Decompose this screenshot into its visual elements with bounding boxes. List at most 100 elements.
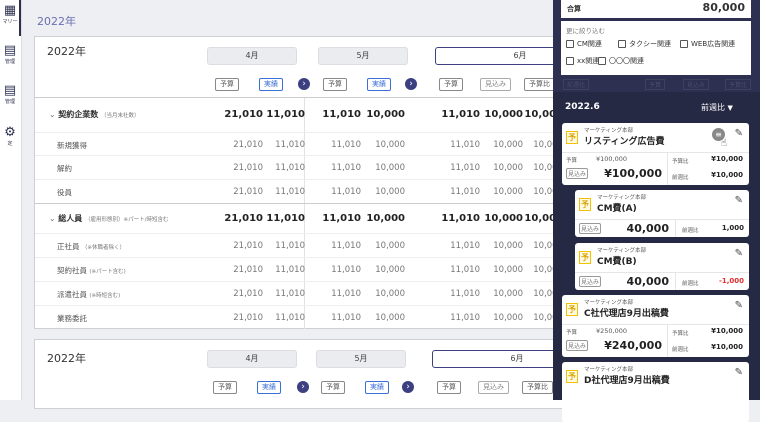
forecast-value: ¥100,000 bbox=[604, 167, 662, 180]
card-department: マーケティング本部 bbox=[584, 300, 634, 306]
weekly-label: 前週比 bbox=[682, 228, 699, 234]
checkbox[interactable] bbox=[566, 40, 574, 48]
cell-value: 11,010 bbox=[441, 213, 480, 224]
chevron-right-icon[interactable]: › bbox=[297, 381, 309, 393]
cell-value: 21,010 bbox=[233, 289, 263, 299]
card-title: C社代理店9月出稿費 bbox=[584, 309, 669, 319]
badge-budget[interactable]: 予算 bbox=[321, 381, 345, 394]
badge-budget[interactable]: 予算 bbox=[213, 381, 237, 394]
divider bbox=[675, 272, 676, 290]
badge-budget[interactable]: 予算 bbox=[437, 381, 461, 394]
month-tab-april[interactable]: 4月 bbox=[207, 350, 297, 368]
sidebar-item-label: 管理 bbox=[4, 99, 15, 105]
chevron-down-icon[interactable]: ⌄ bbox=[49, 110, 59, 119]
chevron-right-icon[interactable]: › bbox=[298, 78, 310, 90]
table-year: 2022年 bbox=[47, 352, 86, 365]
filter-taxi[interactable]: タクシー関連 bbox=[618, 39, 671, 49]
filter-xx[interactable]: xx関連 bbox=[566, 56, 599, 66]
forecast-value: 40,000 bbox=[626, 275, 669, 288]
expense-card[interactable]: 予 マーケティング本部 リスティング広告費 ✎ ≡ ☝ 予算 ¥100,000 見込… bbox=[562, 123, 749, 185]
cell-value: 11,010 bbox=[331, 139, 361, 150]
filter-label: WEB広告関連 bbox=[691, 40, 736, 48]
divider bbox=[562, 324, 749, 325]
divider bbox=[667, 324, 668, 357]
badge-budget-ratio[interactable]: 予算比 bbox=[524, 78, 555, 91]
cell-value: 10,000 bbox=[375, 265, 405, 275]
sidebar-item-manage-1[interactable]: ▤ 管理 bbox=[0, 44, 20, 66]
expense-card[interactable]: 予 マーケティング本部 CM費(A) ✎ 見込み 40,000 前週比 1,00… bbox=[575, 190, 749, 237]
budget-badge-icon: 予 bbox=[566, 131, 578, 144]
chevron-right-icon[interactable]: › bbox=[405, 78, 417, 90]
badge-budget-ratio[interactable]: 予算比 bbox=[522, 381, 553, 394]
hand-cursor-icon: ☝ bbox=[720, 138, 727, 149]
month-tab-april[interactable]: 4月 bbox=[207, 47, 297, 65]
weekly-value: -1,000 bbox=[718, 277, 744, 285]
expense-card[interactable]: 予 マーケティング本部 D社代理店9月出稿費 ✎ bbox=[562, 362, 749, 422]
card-title: D社代理店9月出稿費 bbox=[584, 376, 670, 386]
cell-value: 21,010 bbox=[233, 313, 263, 323]
table-year: 2022年 bbox=[47, 45, 86, 58]
detail-icon[interactable]: ≡ bbox=[712, 128, 725, 141]
forecast-badge: 見込み bbox=[566, 168, 589, 179]
table-row[interactable]: ⌄ 総人員 （雇用形態別）※パート/時短含む 21,010 11,010 11,010… bbox=[35, 203, 565, 233]
badge-actual[interactable]: 実績 bbox=[367, 78, 391, 91]
expense-card[interactable]: 予 マーケティング本部 C社代理店9月出稿費 ✎ 予算 ¥250,000 見込み… bbox=[562, 295, 749, 357]
badge-actual[interactable]: 実績 bbox=[365, 381, 389, 394]
badge-actual[interactable]: 実績 bbox=[259, 78, 283, 91]
row-label-text: 役員 bbox=[57, 188, 72, 197]
badge-budget[interactable]: 予算 bbox=[439, 78, 463, 91]
budget-badge-icon: 予 bbox=[566, 370, 578, 383]
ghost-label: 予算比 bbox=[725, 79, 752, 90]
filter-label: 〇〇〇関連 bbox=[609, 57, 644, 65]
edit-icon[interactable]: ✎ bbox=[734, 248, 743, 259]
badge-forecast[interactable]: 見込み bbox=[480, 78, 511, 91]
cell-value: 21,010 bbox=[233, 139, 263, 150]
badge-budget[interactable]: 予算 bbox=[323, 78, 347, 91]
card-department: マーケティング本部 bbox=[597, 248, 647, 254]
row-note: （当月末社数） bbox=[101, 113, 140, 119]
checkbox[interactable] bbox=[566, 57, 574, 65]
caret-down-icon: ▼ bbox=[727, 104, 733, 112]
cell-value: 10,000 bbox=[484, 109, 523, 120]
filter-web[interactable]: WEB広告関連 bbox=[680, 39, 735, 49]
edit-icon[interactable]: ✎ bbox=[734, 195, 743, 206]
badge-forecast[interactable]: 見込み bbox=[478, 381, 509, 394]
divider bbox=[675, 219, 676, 237]
filter-title: 更に絞り込む bbox=[566, 27, 605, 35]
forecast-badge: 見込み bbox=[579, 276, 602, 287]
month-tab-may[interactable]: 5月 bbox=[318, 47, 408, 65]
filter-other[interactable]: 〇〇〇関連 bbox=[598, 56, 644, 66]
sidebar-item-settings[interactable]: ⚙ 定 bbox=[0, 126, 20, 148]
sidebar-item-manage-2[interactable]: ▤ 管理 bbox=[0, 83, 20, 106]
edit-icon[interactable]: ✎ bbox=[734, 367, 743, 378]
total-box: 合算 80,000 bbox=[561, 0, 751, 18]
weekly-label: 前週比 bbox=[672, 175, 689, 181]
sidebar-item-summary[interactable]: ▦ マリー bbox=[0, 4, 20, 26]
ratio-label: 予算比 bbox=[672, 159, 689, 165]
table-row[interactable]: ⌄ 契約企業数 （当月末社数） 21,010 11,010 11,010 10,000 1… bbox=[35, 97, 565, 131]
edit-icon[interactable]: ✎ bbox=[734, 300, 743, 311]
expense-card[interactable]: 予 マーケティング本部 CM費(B) ✎ 見込み 40,000 前週比 -1,0… bbox=[575, 243, 749, 290]
server-check-icon: ▤ bbox=[3, 83, 17, 98]
cell-value: 11,010 bbox=[266, 213, 305, 224]
sidebar-item-label: マリー bbox=[2, 19, 18, 25]
filter-label: CM関連 bbox=[577, 40, 602, 48]
forecast-badge: 見込み bbox=[566, 340, 589, 351]
card-department: マーケティング本部 bbox=[597, 195, 647, 201]
month-tab-may[interactable]: 5月 bbox=[316, 350, 406, 368]
chevron-right-icon[interactable]: › bbox=[402, 381, 414, 393]
badge-actual[interactable]: 実績 bbox=[257, 381, 281, 394]
compare-dropdown[interactable]: 前週比 ▼ bbox=[701, 102, 733, 113]
filter-cm[interactable]: CM関連 bbox=[566, 39, 602, 49]
ratio-label: 予算比 bbox=[672, 331, 689, 337]
divider bbox=[575, 272, 749, 273]
chevron-down-icon[interactable]: ⌄ bbox=[49, 214, 59, 223]
checkbox[interactable] bbox=[598, 57, 606, 65]
edit-icon[interactable]: ✎ bbox=[734, 128, 743, 139]
cell-value: 10,000 bbox=[375, 139, 405, 150]
card-department: マーケティング本部 bbox=[584, 367, 634, 373]
badge-budget[interactable]: 予算 bbox=[215, 78, 239, 91]
checkbox[interactable] bbox=[618, 40, 626, 48]
checkbox[interactable] bbox=[680, 40, 688, 48]
cell-value: 10,000 bbox=[533, 265, 563, 275]
